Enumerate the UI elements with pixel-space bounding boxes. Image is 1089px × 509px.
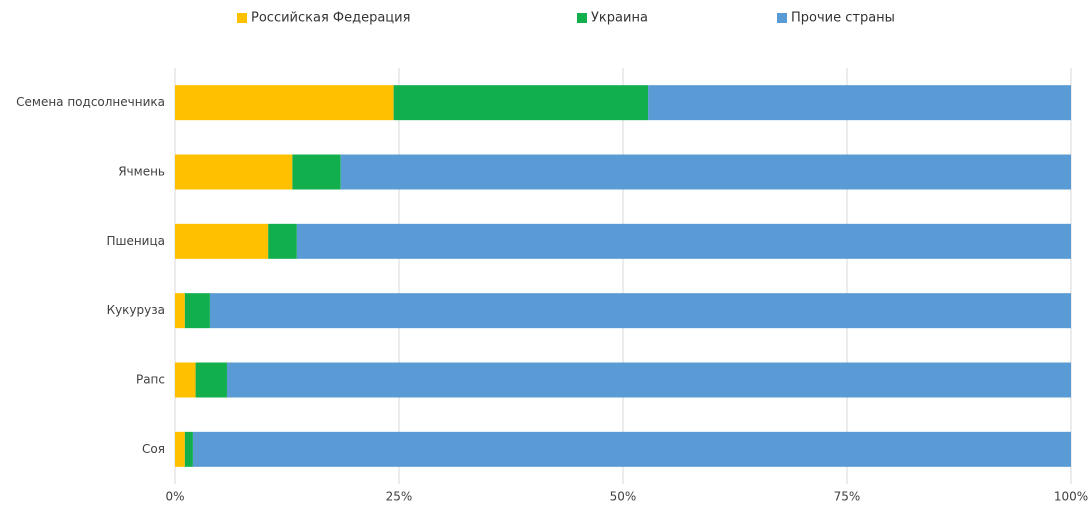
x-tick-label: 25% bbox=[386, 490, 413, 504]
legend-label: Прочие страны bbox=[791, 11, 895, 26]
y-tick-label: Кукуруза bbox=[107, 303, 165, 317]
legend-label: Российская Федерация bbox=[251, 11, 410, 26]
bar-segment bbox=[175, 85, 394, 121]
x-tick-label: 100% bbox=[1054, 490, 1088, 504]
legend-swatch bbox=[777, 13, 787, 23]
bar-segment bbox=[393, 85, 649, 121]
y-tick-label: Семена подсолнечника bbox=[16, 95, 165, 109]
bar-segment bbox=[340, 154, 1071, 190]
bar-segment bbox=[175, 154, 293, 190]
bar-segment bbox=[192, 431, 1072, 467]
legend-swatch bbox=[577, 13, 587, 23]
bar-segment bbox=[648, 85, 1071, 121]
bar-segment bbox=[226, 362, 1071, 398]
bar-segment bbox=[175, 223, 269, 259]
bar-segment bbox=[292, 154, 341, 190]
bar-segment bbox=[296, 223, 1072, 259]
y-tick-label: Рапс bbox=[136, 373, 165, 387]
bar-segment bbox=[175, 431, 185, 467]
bar-segment bbox=[184, 431, 193, 467]
y-tick-label: Пшеница bbox=[106, 234, 165, 248]
bar-segment bbox=[175, 362, 196, 398]
bar-segment bbox=[195, 362, 227, 398]
bar-segment bbox=[175, 293, 185, 329]
x-tick-label: 50% bbox=[610, 490, 637, 504]
bar-segment bbox=[184, 293, 210, 329]
bar-segment bbox=[209, 293, 1072, 329]
y-tick-label: Ячмень bbox=[118, 165, 165, 179]
bar-segment bbox=[268, 223, 297, 259]
x-tick-label: 0% bbox=[165, 490, 184, 504]
y-tick-label: Соя bbox=[142, 442, 165, 456]
legend-swatch bbox=[237, 13, 247, 23]
x-tick-label: 75% bbox=[834, 490, 861, 504]
legend-label: Украина bbox=[591, 11, 648, 26]
